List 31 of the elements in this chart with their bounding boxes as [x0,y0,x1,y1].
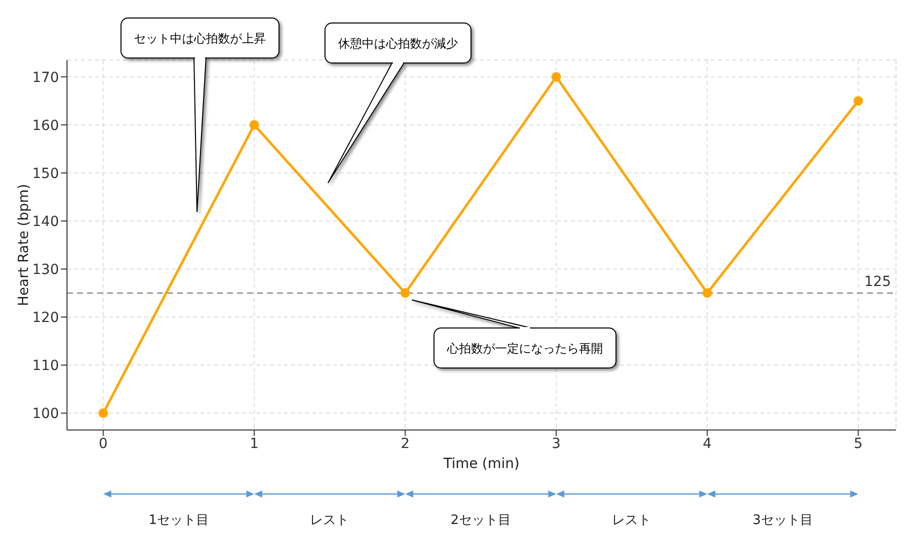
point [98,408,108,418]
y-tick-label: 110 [32,358,59,374]
x-tick-label: 1 [250,436,259,452]
text: レスト [612,513,652,528]
text: セット中は心拍数が上昇 [134,32,266,46]
y-axis-title: Heart Rate (bpm) [16,184,32,306]
x-tick-label: 4 [702,436,712,452]
point [551,72,561,82]
y-tick-label: 170 [32,70,59,86]
point [702,288,712,298]
y-tick-label: 100 [32,406,59,422]
text: 休憩中は心拍数が減少 [338,36,458,50]
point [400,288,410,298]
x-axis-title: Time (min) [442,456,520,472]
point [854,96,863,106]
text: 3セット目 [752,513,813,528]
y-tick-label: 140 [32,214,59,230]
x-tick-label: 3 [552,436,561,452]
x-tick-label: 5 [854,436,863,452]
point [249,120,259,130]
text: 2セット目 [450,513,511,528]
annotation: 心拍数が一定になったら再開 [446,342,603,356]
text: 1セット目 [148,513,209,528]
text: レスト [310,513,350,528]
y-tick-label: 130 [32,262,59,278]
x-tick-label: 0 [98,436,108,452]
y-tick-label: 120 [32,310,59,326]
x-tick-label: 2 [400,436,410,452]
ref-line-label: 125 [864,274,891,290]
y-tick-label: 160 [32,118,59,134]
y-tick-label: 150 [32,166,59,182]
